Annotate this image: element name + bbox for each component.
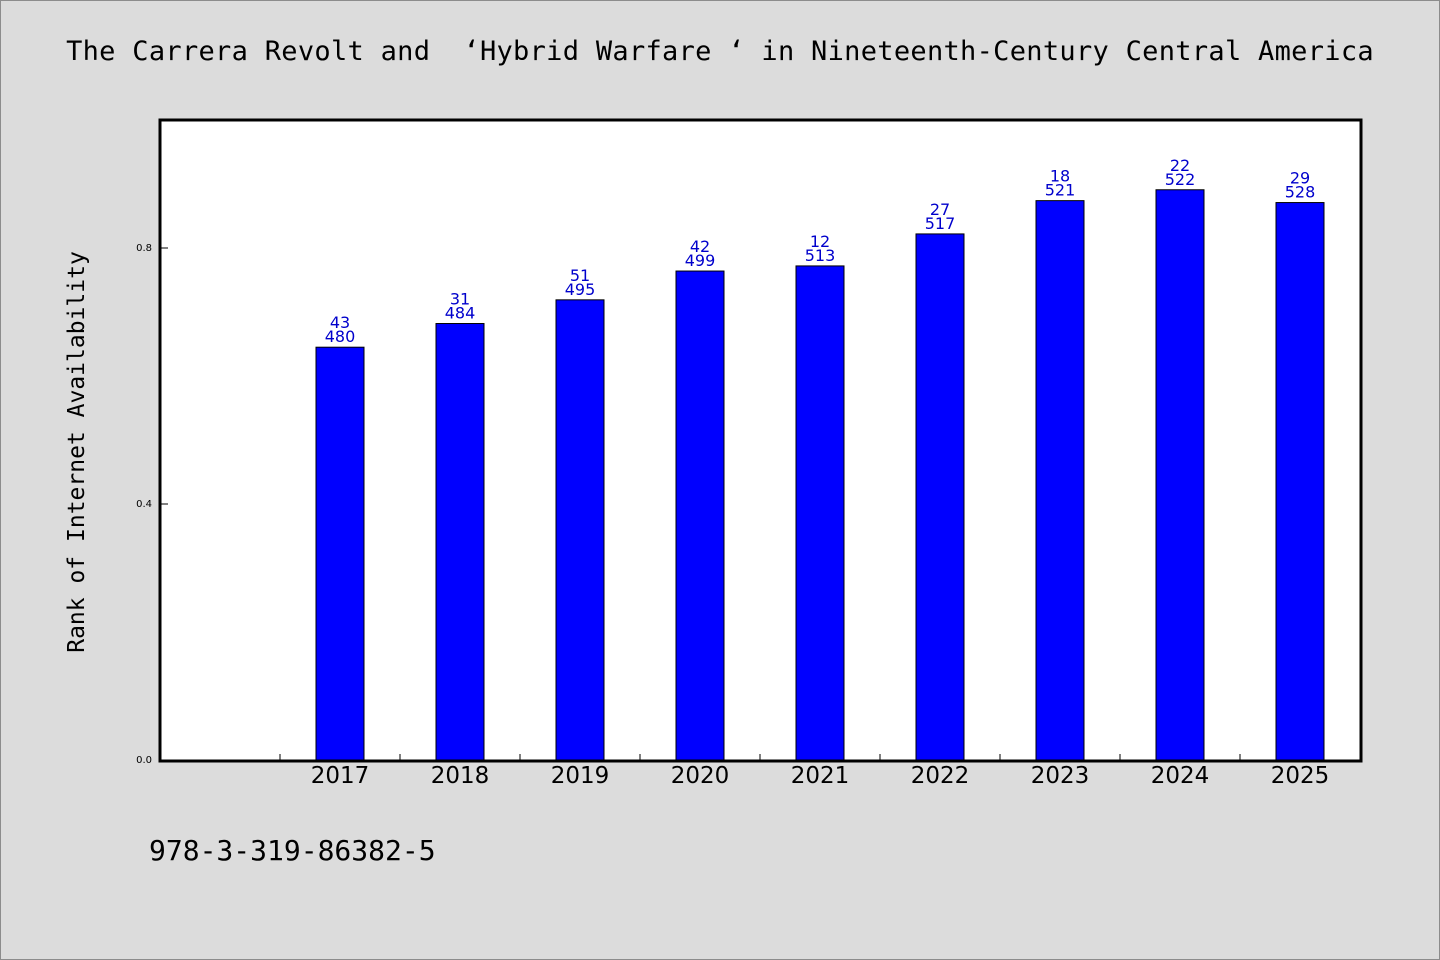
x-tick-label: 2020 (671, 763, 730, 789)
bar-label-bottom: 480 (325, 327, 356, 346)
x-tick-label: 2018 (431, 763, 490, 789)
bar-label-top: 29 (1290, 169, 1310, 188)
bar (555, 299, 605, 761)
bar-label-bottom: 517 (925, 214, 956, 233)
bar (1035, 200, 1085, 761)
bar-label-bottom: 499 (685, 251, 716, 270)
x-tick-label: 2021 (791, 763, 850, 789)
bar-label-bottom: 484 (445, 304, 476, 323)
y-tick-label: 0.4 (136, 499, 152, 510)
y-axis: 0.0 0.4 0.8 (136, 243, 168, 766)
bar-label-bottom: 513 (805, 246, 836, 265)
x-tick-label: 2022 (911, 763, 970, 789)
bar (1275, 202, 1325, 761)
x-tick-label: 2017 (311, 763, 370, 789)
x-tick-label: 2025 (1271, 763, 1330, 789)
bar-label-bottom: 495 (565, 280, 596, 299)
bar-label-top: 31 (450, 290, 470, 309)
y-axis-label: Rank of Internet Availability (64, 251, 90, 653)
bar (1155, 189, 1205, 761)
bar (675, 270, 725, 761)
x-tick-label: 2024 (1151, 763, 1210, 789)
bar (315, 346, 365, 761)
bar-label-top: 22 (1170, 156, 1190, 175)
y-tick-label: 0.0 (136, 755, 152, 766)
x-tick-label: 2023 (1031, 763, 1090, 789)
x-axis: 2017 2018 2019 2020 2021 2022 2023 2024 2025 (279, 754, 1330, 789)
chart-title: The Carrera Revolt and ‘Hybrid Warfare ‘… (66, 36, 1374, 67)
bar-label-top: 27 (930, 200, 950, 219)
bar-label-top: 51 (570, 266, 590, 285)
bar (435, 323, 485, 761)
footer-isbn: 978-3-319-86382-5 (149, 834, 436, 867)
bar-label-bottom: 528 (1285, 183, 1316, 202)
bar-label-top: 12 (810, 232, 830, 251)
bar (795, 265, 845, 761)
bar-label-top: 42 (690, 237, 710, 256)
x-tick-label: 2019 (551, 763, 610, 789)
bar-label-bottom: 522 (1165, 170, 1196, 189)
y-tick-label: 0.8 (136, 243, 152, 254)
bar-series (315, 189, 1325, 761)
bar-label-bottom: 521 (1045, 181, 1076, 200)
bar (915, 233, 965, 761)
bar-label-top: 43 (330, 313, 350, 332)
bar-label-top: 18 (1050, 167, 1070, 186)
